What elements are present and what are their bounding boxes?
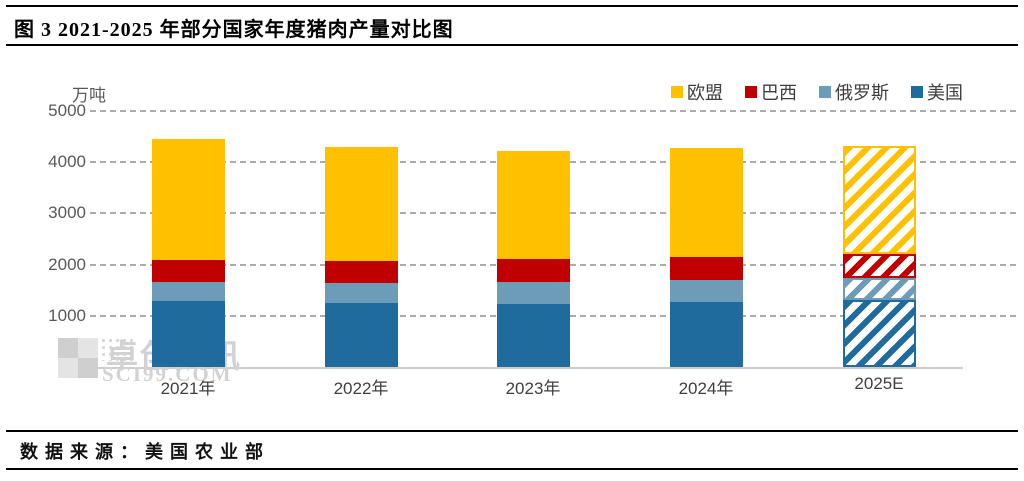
legend-label: 俄罗斯 <box>835 83 889 103</box>
watermark-logo-icon <box>58 338 98 378</box>
x-tick-label: 2022年 <box>333 379 389 398</box>
y-tick-label: 5000 <box>48 101 86 120</box>
bar-segment-美国-2022年 <box>324 303 398 367</box>
x-tick-label: 2023年 <box>505 379 561 398</box>
legend-item-欧盟: 欧盟 <box>671 79 723 105</box>
legend-swatch-icon <box>671 86 683 98</box>
bar-segment-欧盟-2021年 <box>151 139 225 260</box>
source-rule-top <box>6 430 1018 432</box>
bar-segment-美国-2021年 <box>151 301 225 367</box>
figure-title: 图 3 2021-2025 年部分国家年度猪肉产量对比图 <box>14 19 454 41</box>
chart-legend: 欧盟 巴西 俄罗斯 美国 <box>671 79 963 105</box>
y-tick-label: 1000 <box>48 306 86 325</box>
bar-segment-巴西-2022年 <box>324 261 398 283</box>
bar-segment-巴西-2025E <box>842 254 916 278</box>
bar-segment-欧盟-2024年 <box>669 148 743 257</box>
legend-item-俄罗斯: 俄罗斯 <box>819 79 889 105</box>
bar-segment-欧盟-2022年 <box>324 147 398 261</box>
bar-segment-俄罗斯-2023年 <box>496 282 570 304</box>
bar-segment-巴西-2024年 <box>669 257 743 280</box>
y-tick-label: 3000 <box>48 203 86 222</box>
title-rule-top <box>6 5 1018 7</box>
x-axis-line <box>90 367 963 369</box>
bar-segment-美国-2023年 <box>496 304 570 367</box>
legend-label: 巴西 <box>761 83 797 103</box>
x-tick-label: 2025E <box>854 374 904 393</box>
gridline-5000 <box>90 110 1016 112</box>
bar-segment-巴西-2023年 <box>496 259 570 282</box>
bar-segment-俄罗斯-2022年 <box>324 283 398 303</box>
legend-item-巴西: 巴西 <box>745 79 797 105</box>
legend-swatch-icon <box>911 86 923 98</box>
y-tick-label: 4000 <box>48 152 86 171</box>
legend-label: 美国 <box>927 83 963 103</box>
watermark-dots-icon <box>100 337 134 361</box>
x-tick-label: 2021年 <box>160 379 216 398</box>
y-axis-unit-label: 万吨 <box>72 86 106 105</box>
legend-swatch-icon <box>819 86 831 98</box>
x-tick-label: 2024年 <box>678 379 734 398</box>
legend-item-美国: 美国 <box>911 79 963 105</box>
bar-segment-巴西-2021年 <box>151 260 225 282</box>
legend-label: 欧盟 <box>687 83 723 103</box>
bar-segment-俄罗斯-2021年 <box>151 282 225 301</box>
bar-segment-俄罗斯-2024年 <box>669 280 743 302</box>
y-tick-label: 2000 <box>48 255 86 274</box>
source-rule-bottom <box>6 468 1018 470</box>
bar-segment-俄罗斯-2025E <box>842 278 916 300</box>
bar-segment-美国-2024年 <box>669 302 743 367</box>
legend-swatch-icon <box>745 86 757 98</box>
bar-segment-欧盟-2025E <box>842 146 916 254</box>
bar-segment-美国-2025E <box>842 300 916 367</box>
title-rule-bottom <box>6 44 1018 46</box>
bar-segment-欧盟-2023年 <box>496 151 570 259</box>
data-source: 数据来源：美国农业部 <box>20 442 270 462</box>
